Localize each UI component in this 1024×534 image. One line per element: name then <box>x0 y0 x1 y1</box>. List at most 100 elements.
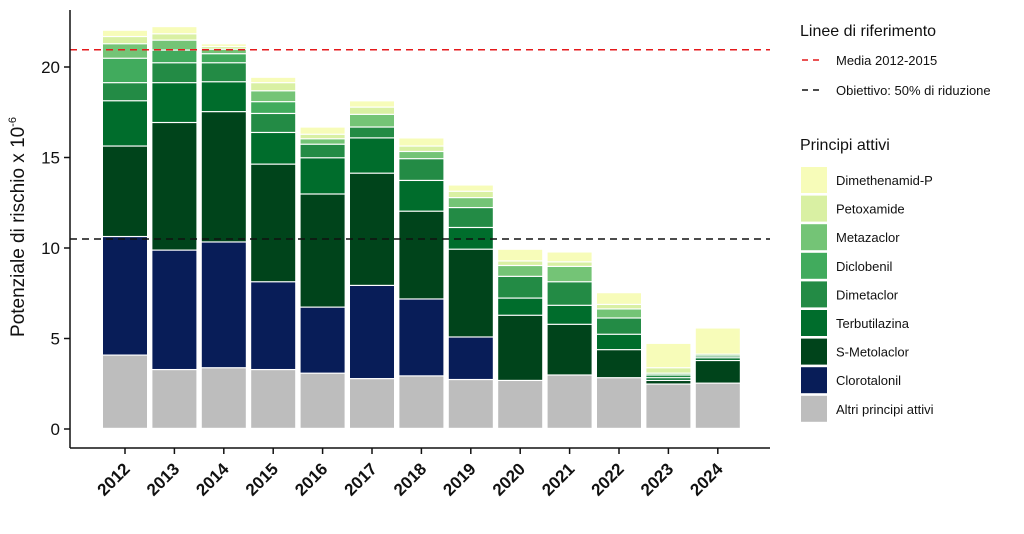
bar-segment-2023-metazaclor <box>646 373 691 375</box>
x-tick-label-2012: 2012 <box>94 459 134 499</box>
bar-segment-2017-metazaclor <box>350 114 394 127</box>
bar-segment-2017-terbutilazina <box>350 138 394 173</box>
bar-segment-2012-clorotalonil <box>103 237 147 355</box>
legend-key-petoxamide <box>801 195 827 222</box>
bar-segment-2016-dimethenamid-p <box>300 127 345 134</box>
bar-segment-2019-altri-principi-attivi <box>448 380 493 428</box>
bar-segment-2019-petoxamide <box>448 191 493 198</box>
x-ticks-layer: 2012 2013 2014 2015 2016 2017 2018 2019 2020 2021… <box>94 448 727 500</box>
bar-segment-2017-clorotalonil <box>350 286 394 379</box>
bar-segment-2019-metazaclor <box>448 198 493 207</box>
legend-key-s-metolaclor <box>801 338 827 365</box>
bar-segment-2014-dimetaclor <box>201 63 246 82</box>
bars-layer <box>103 27 740 428</box>
x-tick-label-2018: 2018 <box>390 459 430 499</box>
y-tick-label-10: 10 <box>41 239 60 258</box>
bar-segment-2023-petoxamide <box>646 368 691 373</box>
legend-label-diclobenil: Diclobenil <box>836 259 892 274</box>
reference-lines-layer <box>70 49 770 240</box>
bar-segment-2023-terbutilazina <box>646 378 691 380</box>
y-tick-label-15: 15 <box>41 149 60 168</box>
bar-segment-2024-altri-principi-attivi <box>695 383 740 428</box>
x-tick-label-2023: 2023 <box>637 459 677 499</box>
bar-segment-2019-dimethenamid-p <box>448 185 493 191</box>
bar-segment-2024-metazaclor <box>695 354 740 356</box>
bar-segment-2020-altri-principi-attivi <box>498 381 543 428</box>
bar-segment-2017-s-metolaclor <box>350 173 394 285</box>
axes-layer: Potenziale di rischio x 10-6 <box>7 10 770 449</box>
bar-segment-2016-petoxamide <box>300 134 345 139</box>
bar-segment-2021-s-metolaclor <box>547 324 592 375</box>
bar-segment-2013-altri-principi-attivi <box>152 370 197 428</box>
bar-segment-2016-altri-principi-attivi <box>300 373 345 428</box>
bar-segment-2016-metazaclor <box>300 139 345 144</box>
legend-key-clorotalonil <box>801 367 827 394</box>
bar-segment-2020-s-metolaclor <box>498 315 543 380</box>
x-tick-label-2020: 2020 <box>489 459 529 499</box>
bar-segment-2021-dimethenamid-p <box>547 252 592 262</box>
legend-label-petoxamide: Petoxamide <box>836 202 905 217</box>
legend-label-metazaclor: Metazaclor <box>836 230 900 245</box>
bar-segment-2018-terbutilazina <box>399 181 444 211</box>
bar-segment-2020-dimethenamid-p <box>498 249 543 261</box>
bar-segment-2013-diclobenil <box>152 50 197 63</box>
bar-segment-2014-clorotalonil <box>201 242 246 368</box>
bar-segment-2014-altri-principi-attivi <box>201 368 246 428</box>
x-tick-label-2022: 2022 <box>588 459 628 499</box>
x-tick-label-2021: 2021 <box>538 459 578 499</box>
bar-segment-2013-terbutilazina <box>152 83 197 122</box>
bar-segment-2014-diclobenil <box>201 54 246 63</box>
bar-segment-2014-s-metolaclor <box>201 112 246 242</box>
bar-segment-2017-dimetaclor <box>350 127 394 138</box>
bar-segment-2017-altri-principi-attivi <box>350 379 394 428</box>
x-tick-label-2024: 2024 <box>686 459 727 500</box>
bar-segment-2020-metazaclor <box>498 266 543 276</box>
bar-segment-2013-metazaclor <box>152 40 197 50</box>
bar-segment-2017-petoxamide <box>350 107 394 114</box>
legend-label-s-metolaclor: S-Metolaclor <box>836 345 910 360</box>
x-tick-label-2013: 2013 <box>143 459 183 499</box>
bar-segment-2021-metazaclor <box>547 267 592 282</box>
bar-segment-2019-dimetaclor <box>448 208 493 227</box>
legend-series-title: Principi attivi <box>800 137 890 154</box>
legend-key-diclobenil <box>801 252 827 279</box>
bar-segment-2013-dimethenamid-p <box>152 27 197 34</box>
bar-segment-2016-terbutilazina <box>300 158 345 194</box>
bar-segment-2012-metazaclor <box>103 44 147 58</box>
x-tick-label-2015: 2015 <box>242 459 282 499</box>
bar-segment-2013-clorotalonil <box>152 250 197 369</box>
legend-key-terbutilazina <box>801 310 827 336</box>
legend-label-reference-0: Media 2012-2015 <box>836 53 937 68</box>
bar-segment-2021-petoxamide <box>547 262 592 266</box>
y-tick-label-20: 20 <box>41 58 60 77</box>
y-axis-title: Potenziale di rischio x 10-6 <box>7 117 29 337</box>
bar-segment-2018-petoxamide <box>399 146 444 151</box>
bar-segment-2014-petoxamide <box>201 47 246 49</box>
bar-segment-2023-s-metolaclor <box>646 381 691 384</box>
bar-segment-2012-diclobenil <box>103 58 147 83</box>
legend-reference-title: Linee di riferimento <box>800 23 936 40</box>
legend: Linee di riferimento Principi attivi Med… <box>800 23 991 422</box>
bar-segment-2022-terbutilazina <box>597 334 641 350</box>
bar-segment-2018-dimetaclor <box>399 159 444 180</box>
bar-segment-2020-dimetaclor <box>498 276 543 298</box>
bar-segment-2024-dimethenamid-p <box>695 328 740 354</box>
x-tick-label-2016: 2016 <box>291 459 331 499</box>
bar-segment-2018-clorotalonil <box>399 299 444 376</box>
bar-segment-2024-s-metolaclor <box>695 361 740 383</box>
bar-segment-2018-s-metolaclor <box>399 211 444 299</box>
bar-segment-2015-terbutilazina <box>251 133 296 164</box>
y-tick-label-5: 5 <box>51 330 60 349</box>
bar-segment-2015-s-metolaclor <box>251 164 296 282</box>
legend-label-dimethenamid-p: Dimethenamid-P <box>836 173 933 188</box>
bar-segment-2021-terbutilazina <box>547 305 592 324</box>
bar-segment-2016-s-metolaclor <box>300 194 345 307</box>
bar-segment-2015-dimethenamid-p <box>251 77 296 83</box>
bar-segment-2015-petoxamide <box>251 83 296 91</box>
bar-segment-2022-altri-principi-attivi <box>597 378 641 428</box>
bar-segment-2015-clorotalonil <box>251 282 296 369</box>
bar-segment-2012-terbutilazina <box>103 101 147 146</box>
bar-segment-2016-clorotalonil <box>300 307 345 373</box>
bar-segment-2024-dimetaclor <box>695 356 740 358</box>
legend-label-clorotalonil: Clorotalonil <box>836 373 901 388</box>
